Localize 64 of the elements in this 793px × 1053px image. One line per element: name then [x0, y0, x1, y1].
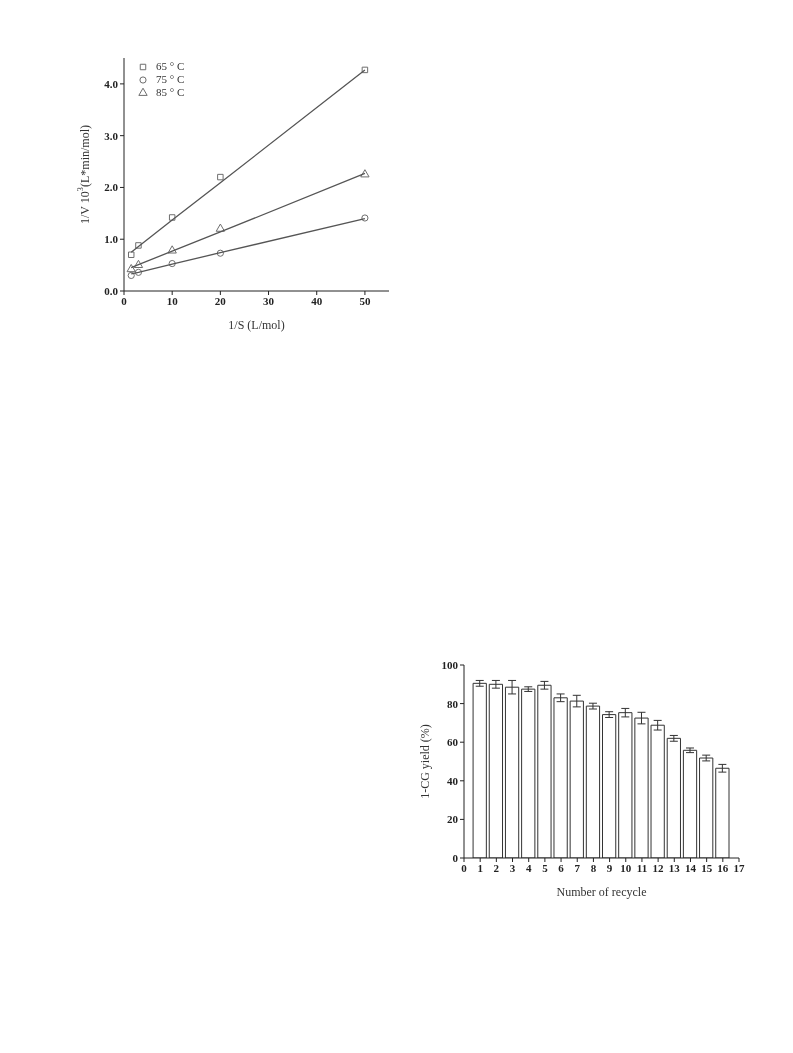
- bar: [682, 749, 698, 858]
- point: [167, 245, 177, 254]
- bar: [699, 757, 714, 858]
- x-tick-label: 2: [493, 861, 500, 874]
- point: [134, 268, 143, 276]
- x-tick-label: 12: [652, 861, 665, 874]
- x-tick-label: 20: [214, 294, 227, 307]
- bar: [715, 767, 730, 858]
- x-tick-label: 50: [359, 294, 371, 307]
- y-tick-label: 3.0: [104, 129, 119, 142]
- point: [127, 271, 135, 280]
- point: [361, 66, 369, 74]
- x-tick-label: 5: [542, 861, 549, 874]
- x-tick-label: 0: [461, 861, 468, 874]
- x-tick-label: 30: [263, 294, 275, 307]
- x-tick-label: 10: [620, 861, 632, 874]
- y-axis-title: 1-CG yield (%): [418, 724, 432, 799]
- x-tick-label: 17: [733, 861, 745, 874]
- x-tick-label: 7: [574, 861, 581, 874]
- x-tick-label: 6: [558, 861, 565, 874]
- y-tick-label: 60: [447, 736, 459, 749]
- point: [217, 173, 224, 181]
- point: [361, 214, 369, 222]
- y-tick-label: 20: [447, 813, 459, 826]
- y-tick-label: 1.0: [104, 233, 119, 246]
- y-tick-label: 0: [452, 851, 459, 864]
- x-tick-label: 16: [717, 861, 729, 874]
- bar: [472, 682, 487, 858]
- bar: [666, 737, 681, 858]
- x-tick-label: 13: [668, 861, 681, 874]
- x-tick-label: 9: [606, 861, 613, 874]
- point: [168, 259, 176, 268]
- point: [126, 263, 136, 273]
- x-tick-label: 10: [166, 294, 179, 307]
- point: [215, 223, 226, 232]
- x-tick-label: 14: [684, 861, 697, 874]
- point: [216, 249, 224, 257]
- bar: [488, 683, 504, 858]
- point: [135, 242, 142, 249]
- point: [168, 214, 176, 221]
- x-axis-title: Number of recycle: [556, 885, 647, 899]
- y-tick-label: 0.0: [104, 284, 119, 297]
- point: [360, 169, 370, 178]
- y-tick-label: 80: [447, 697, 459, 710]
- bar: [602, 714, 617, 858]
- x-axis-title: 1/S (L/mol): [228, 318, 285, 332]
- legend-label: 85 ° C: [156, 86, 185, 99]
- x-tick-label: 1: [477, 861, 483, 874]
- bar: [585, 705, 601, 858]
- point: [127, 251, 135, 258]
- x-tick-label: 11: [636, 861, 648, 874]
- y-tick-label: 2.0: [104, 181, 119, 194]
- y-tick-label: 100: [441, 658, 459, 671]
- legend-label: 75 ° C: [156, 73, 185, 86]
- x-tick-label: 3: [509, 861, 516, 874]
- x-tick-label: 4: [525, 861, 532, 874]
- x-tick-label: 0: [121, 294, 128, 307]
- y-tick-label: 4.0: [104, 77, 119, 90]
- y-tick-label: 40: [447, 774, 459, 787]
- point: [133, 259, 144, 269]
- x-tick-label: 15: [701, 861, 713, 874]
- legend-label: 65 ° C: [156, 60, 185, 73]
- x-tick-label: 8: [590, 861, 597, 874]
- x-tick-label: 40: [311, 294, 323, 307]
